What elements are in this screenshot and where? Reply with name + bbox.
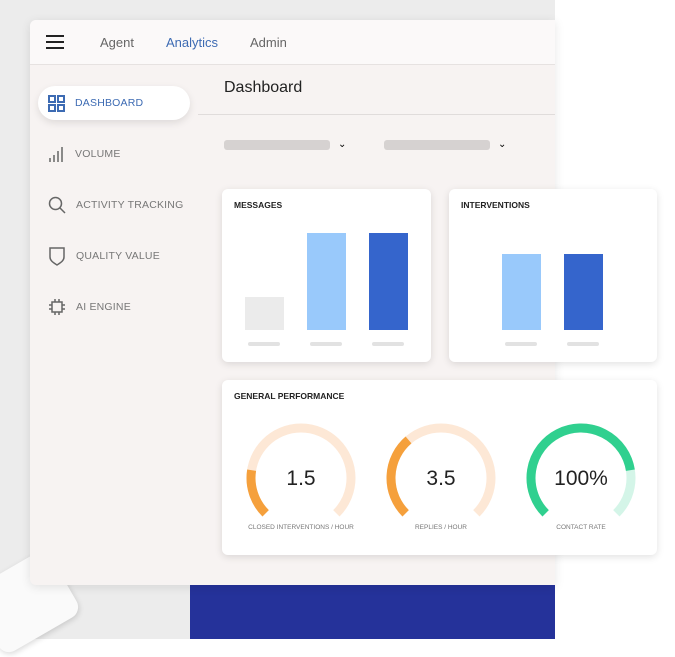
sidebar: DASHBOARD VOLUME ACTIVITY TRACKING QUALI… [30, 65, 198, 585]
interventions-card: INTERVENTIONS [449, 189, 657, 362]
sidebar-item-ai-engine[interactable]: AI ENGINE [38, 290, 198, 324]
card-title: MESSAGES [234, 200, 283, 210]
sidebar-item-label: QUALITY VALUE [76, 250, 160, 262]
card-title: GENERAL PERFORMANCE [234, 391, 345, 401]
sidebar-item-dashboard[interactable]: DASHBOARD [38, 86, 190, 120]
bar [245, 297, 284, 330]
bar [307, 233, 346, 330]
gauge [246, 423, 356, 517]
gauge [386, 423, 496, 517]
tab-analytics[interactable]: Analytics [165, 34, 219, 50]
divider [198, 114, 555, 115]
chevron-down-icon: ⌄ [498, 139, 507, 150]
gauge-value: 3.5 [426, 467, 456, 490]
gauge-value: 1.5 [286, 467, 316, 490]
top-bar: Agent Analytics Admin [30, 20, 555, 65]
bar-label-placeholder [372, 342, 404, 346]
card-title: INTERVENTIONS [461, 200, 530, 210]
bar [502, 254, 541, 330]
bar [564, 254, 603, 330]
bar [369, 233, 408, 330]
gauge-fill [246, 469, 269, 517]
filter-dropdown-1[interactable]: ⌄ [224, 139, 346, 150]
hamburger-menu-icon[interactable] [46, 31, 64, 53]
sidebar-item-activity-tracking[interactable]: ACTIVITY TRACKING [38, 188, 198, 222]
sidebar-item-label: AI ENGINE [76, 301, 131, 313]
chevron-down-icon: ⌄ [338, 139, 347, 150]
search-icon [48, 196, 66, 214]
sidebar-item-volume[interactable]: VOLUME [38, 137, 198, 171]
blue-fabric [190, 585, 555, 639]
page-title: Dashboard [224, 79, 303, 96]
sidebar-item-label: VOLUME [75, 148, 121, 160]
gauge-label: CLOSED INTERVENTIONS / HOUR [248, 524, 354, 531]
sidebar-item-label: ACTIVITY TRACKING [76, 199, 184, 211]
signal-bars-icon [49, 146, 63, 162]
bar-label-placeholder [310, 342, 342, 346]
general-performance-card: GENERAL PERFORMANCE 1.5 CLOSED INTERVENTI… [222, 380, 657, 555]
filter-dropdown-2[interactable]: ⌄ [384, 139, 506, 150]
main-content: Dashboard ⌄ ⌄ [198, 65, 555, 585]
chip-icon [49, 299, 65, 315]
sidebar-item-label: DASHBOARD [75, 97, 144, 109]
gauge-fill [526, 423, 635, 517]
messages-card: MESSAGES [222, 189, 431, 362]
tab-agent[interactable]: Agent [100, 34, 134, 50]
sidebar-item-quality-value[interactable]: QUALITY VALUE [38, 239, 198, 273]
shield-icon [49, 247, 65, 266]
gauge-label: REPLIES / HOUR [414, 524, 467, 531]
bar-label-placeholder [505, 342, 537, 346]
tab-admin[interactable]: Admin [250, 34, 287, 50]
gauge [526, 423, 636, 517]
grid-icon [48, 94, 65, 112]
gauge-label: CONTACT RATE [556, 524, 606, 531]
gauge-fill [386, 436, 412, 517]
gauge-value: 100% [554, 467, 608, 490]
bar-label-placeholder [567, 342, 599, 346]
bar-label-placeholder [248, 342, 280, 346]
